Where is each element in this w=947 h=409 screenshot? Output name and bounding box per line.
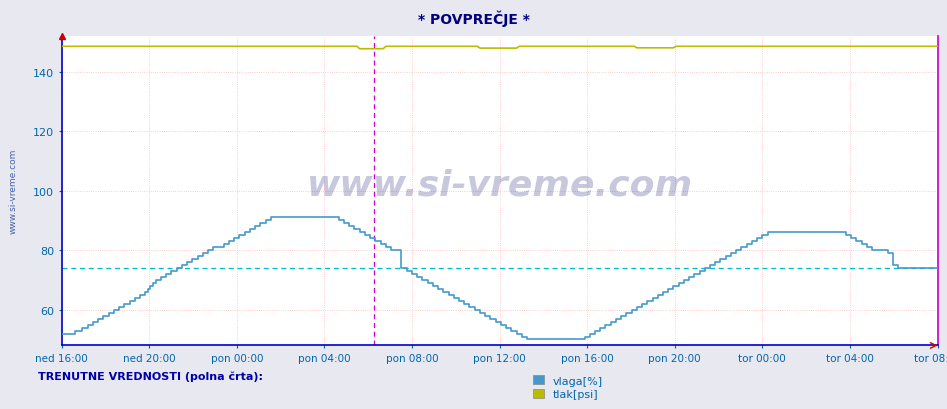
Text: www.si-vreme.com: www.si-vreme.com xyxy=(9,148,18,234)
Text: www.si-vreme.com: www.si-vreme.com xyxy=(307,168,692,202)
Legend: vlaga[%], tlak[psi]: vlaga[%], tlak[psi] xyxy=(533,375,603,399)
Text: * POVPREČJE *: * POVPREČJE * xyxy=(418,10,529,27)
Text: TRENUTNE VREDNOSTI (polna črta):: TRENUTNE VREDNOSTI (polna črta): xyxy=(38,370,263,381)
